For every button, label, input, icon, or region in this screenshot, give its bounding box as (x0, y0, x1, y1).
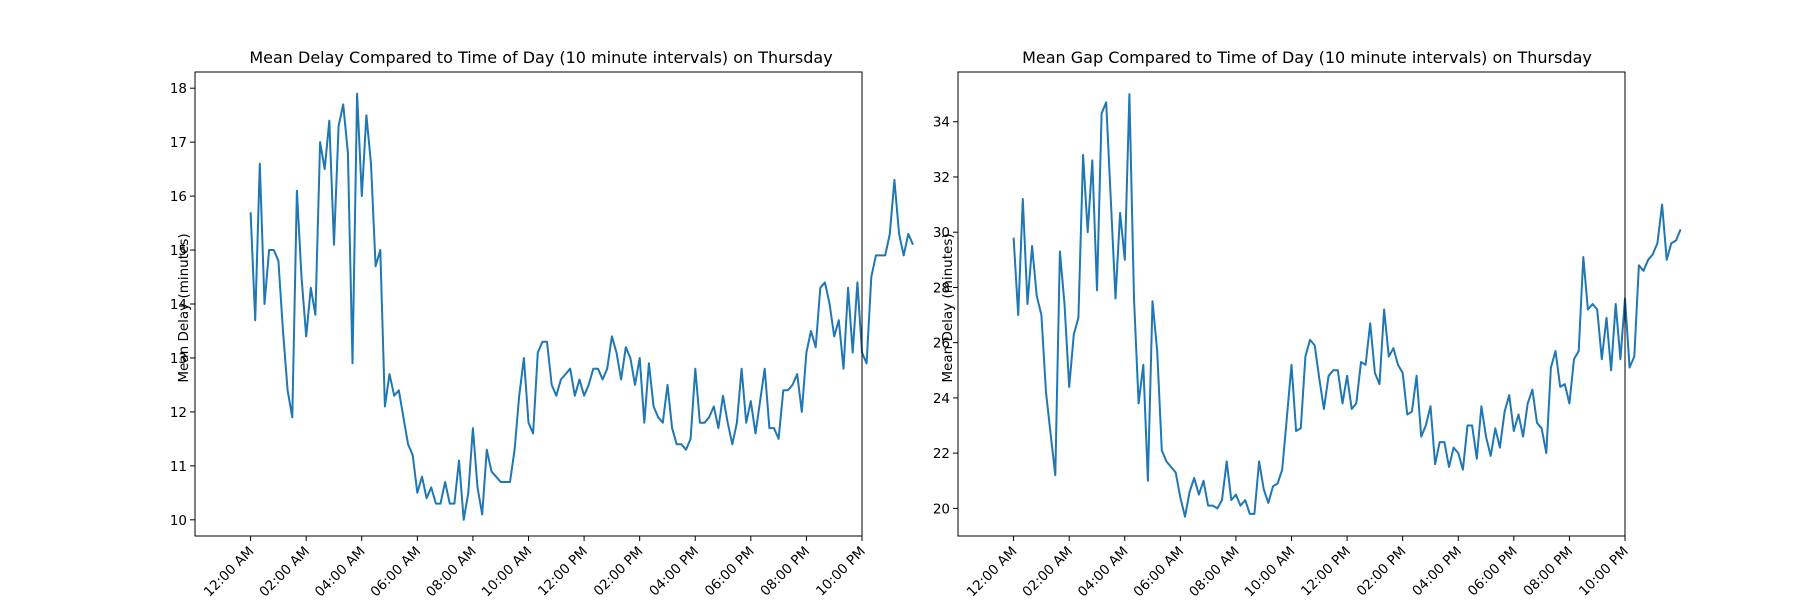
y-tick-label: 24 (933, 391, 950, 407)
chart-mean-gap: Mean Gap Compared to Time of Day (10 min… (933, 48, 1682, 600)
x-tick-label: 10:00 AM (479, 544, 536, 600)
y-tick-label: 20 (933, 501, 950, 517)
x-tick-label: 02:00 AM (256, 544, 313, 600)
x-tick-label: 08:00 AM (423, 544, 480, 600)
chart-mean-delay: Mean Delay Compared to Time of Day (10 m… (170, 48, 914, 600)
x-tick-label: 06:00 AM (1131, 544, 1188, 600)
y-axis-label: Mean Delay (minutes) (176, 233, 192, 382)
x-tick-label: 06:00 PM (702, 544, 758, 600)
plot-frame (194, 71, 863, 537)
x-tick-label: 12:00 PM (535, 544, 591, 600)
y-tick-label: 17 (170, 135, 187, 151)
x-tick-label: 10:00 PM (813, 544, 869, 600)
y-tick-label: 28 (933, 280, 950, 296)
x-tick-label: 08:00 PM (757, 544, 813, 600)
x-tick-label: 06:00 PM (1465, 544, 1521, 600)
chart-title: Mean Gap Compared to Time of Day (10 min… (1022, 48, 1592, 67)
y-tick-label: 10 (170, 513, 187, 529)
x-tick-label: 02:00 AM (1019, 544, 1076, 600)
y-axis-label: Mean Delay (minutes) (940, 233, 956, 382)
chart-title: Mean Delay Compared to Time of Day (10 m… (249, 48, 832, 67)
x-tick-label: 10:00 PM (1576, 544, 1632, 600)
y-tick-label: 13 (170, 351, 187, 367)
x-tick-label: 08:00 AM (1186, 544, 1243, 600)
x-tick-label: 12:00 AM (201, 544, 258, 600)
y-tick-label: 11 (170, 459, 187, 475)
y-tick-label: 32 (933, 170, 950, 186)
x-tick-label: 04:00 PM (1409, 544, 1465, 600)
x-tick-label: 06:00 AM (368, 544, 425, 600)
x-tick-label: 04:00 AM (312, 544, 369, 600)
y-tick-label: 12 (170, 405, 187, 421)
y-tick-label: 15 (170, 243, 187, 259)
y-tick-label: 14 (170, 297, 187, 313)
x-tick-label: 04:00 PM (646, 544, 702, 600)
series-line-mean-gap (1012, 93, 1682, 518)
series-line-mean-delay (249, 92, 914, 521)
y-tick-label: 22 (933, 446, 950, 462)
y-tick-label: 30 (933, 225, 950, 241)
y-tick-label: 26 (933, 336, 950, 352)
x-tick-label: 02:00 PM (591, 544, 647, 600)
x-tick-label: 10:00 AM (1242, 544, 1299, 600)
x-tick-label: 08:00 PM (1520, 544, 1576, 600)
y-tick-label: 18 (170, 81, 187, 97)
x-tick-label: 12:00 PM (1298, 544, 1354, 600)
x-tick-label: 02:00 PM (1354, 544, 1410, 600)
y-tick-label: 16 (170, 189, 187, 205)
x-tick-label: 04:00 AM (1075, 544, 1132, 600)
plot-frame (957, 71, 1626, 537)
x-tick-label: 12:00 AM (964, 544, 1021, 600)
y-tick-label: 34 (933, 115, 950, 131)
